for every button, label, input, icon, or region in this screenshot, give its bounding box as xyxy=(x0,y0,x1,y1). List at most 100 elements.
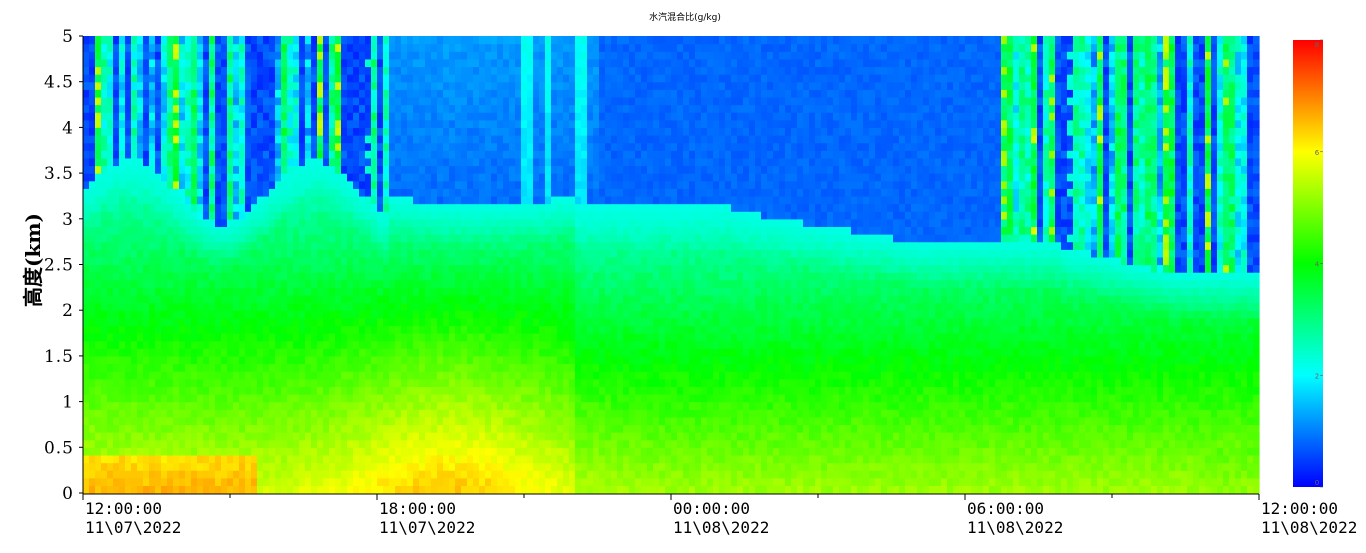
heatmap-cell xyxy=(485,447,492,456)
heatmap-cell xyxy=(197,127,204,136)
heatmap-cell xyxy=(485,432,492,441)
heatmap-cell xyxy=(359,355,366,365)
heatmap-cell xyxy=(455,409,462,418)
heatmap-cell xyxy=(341,424,348,433)
heatmap-cell xyxy=(395,127,402,136)
heatmap-cell xyxy=(563,142,570,151)
heatmap-cell xyxy=(449,340,456,349)
heatmap-cell xyxy=(413,142,420,151)
heatmap-cell xyxy=(185,43,192,52)
heatmap-cell xyxy=(461,409,468,418)
heatmap-cell xyxy=(437,96,444,106)
heatmap-cell xyxy=(503,294,510,304)
heatmap-cell xyxy=(527,165,534,174)
heatmap-cell xyxy=(377,386,384,395)
heatmap-cell xyxy=(185,302,192,311)
heatmap-cell xyxy=(185,447,192,456)
heatmap-cell xyxy=(227,485,234,494)
heatmap-cell xyxy=(329,142,336,151)
heatmap-cell xyxy=(275,127,282,136)
heatmap-cell xyxy=(443,317,450,327)
heatmap-cell xyxy=(509,256,516,266)
heatmap-cell xyxy=(371,416,378,426)
heatmap-cell xyxy=(233,58,240,68)
heatmap-cell xyxy=(353,424,360,433)
heatmap-cell xyxy=(341,279,348,288)
heatmap-cell xyxy=(263,58,270,68)
heatmap-cell xyxy=(497,416,504,426)
heatmap-cell xyxy=(281,241,288,250)
heatmap-cell xyxy=(347,119,354,128)
heatmap-cell xyxy=(167,241,174,250)
heatmap-cell xyxy=(113,371,120,380)
heatmap-cell xyxy=(389,173,396,182)
heatmap-cell xyxy=(149,485,156,494)
heatmap-cell xyxy=(527,401,534,410)
heatmap-cell xyxy=(245,454,252,464)
heatmap-cell xyxy=(449,256,456,266)
heatmap-cell xyxy=(461,127,468,136)
heatmap-cell xyxy=(197,58,204,68)
heatmap-cell xyxy=(533,104,540,113)
heatmap-cell xyxy=(161,340,168,349)
heatmap-cell xyxy=(359,135,366,144)
heatmap-cell xyxy=(335,386,342,395)
heatmap-cell xyxy=(425,241,432,250)
heatmap-cell xyxy=(215,58,222,68)
heatmap-cell xyxy=(251,302,258,311)
heatmap-cell xyxy=(305,363,312,372)
heatmap-cell xyxy=(149,386,156,395)
heatmap-cell xyxy=(341,241,348,250)
heatmap-cell xyxy=(569,371,576,380)
heatmap-cell xyxy=(179,333,186,342)
heatmap-cell xyxy=(461,485,468,494)
heatmap-cell xyxy=(287,447,294,456)
heatmap-cell xyxy=(377,218,384,228)
heatmap-cell xyxy=(365,119,372,128)
heatmap-cell xyxy=(383,302,390,311)
heatmap-cell xyxy=(365,378,372,387)
heatmap-cell xyxy=(419,264,426,273)
heatmap-cell xyxy=(413,36,420,45)
heatmap-cell xyxy=(149,477,156,486)
heatmap-cell xyxy=(377,333,384,342)
heatmap-cell xyxy=(425,218,432,228)
heatmap-cell xyxy=(167,477,174,486)
heatmap-cell xyxy=(431,51,438,60)
heatmap-cell xyxy=(323,241,330,250)
heatmap-cell xyxy=(209,485,216,494)
heatmap-cell xyxy=(287,287,294,296)
heatmap-cell xyxy=(557,112,564,121)
heatmap-cell xyxy=(413,462,420,471)
heatmap-cell xyxy=(125,485,132,494)
heatmap-cell xyxy=(533,211,540,220)
heatmap-cell xyxy=(341,340,348,349)
heatmap-cell xyxy=(563,447,570,456)
heatmap-cell xyxy=(209,211,216,220)
heatmap-cell xyxy=(437,188,444,197)
heatmap-cell xyxy=(83,173,90,182)
heatmap-cell xyxy=(269,66,276,75)
heatmap-cell xyxy=(191,66,198,75)
heatmap-cell xyxy=(485,249,492,258)
heatmap-cell xyxy=(89,401,96,410)
heatmap-cell xyxy=(263,432,270,441)
heatmap-cell xyxy=(389,477,396,486)
heatmap-cell xyxy=(485,302,492,311)
heatmap-cell xyxy=(335,226,342,235)
heatmap-cell xyxy=(311,218,318,228)
heatmap-cell xyxy=(323,157,330,167)
heatmap-cell xyxy=(83,424,90,433)
heatmap-cell xyxy=(359,371,366,380)
heatmap-cell xyxy=(503,333,510,342)
heatmap-cell xyxy=(323,340,330,349)
heatmap-cell xyxy=(101,66,108,75)
heatmap-cell xyxy=(137,173,144,182)
heatmap-cells xyxy=(83,36,1260,494)
heatmap-cell xyxy=(479,302,486,311)
heatmap-cell xyxy=(395,272,402,281)
heatmap-cell xyxy=(287,226,294,235)
heatmap-cell xyxy=(509,81,516,90)
heatmap-cell xyxy=(413,89,420,98)
heatmap-cell xyxy=(455,36,462,45)
